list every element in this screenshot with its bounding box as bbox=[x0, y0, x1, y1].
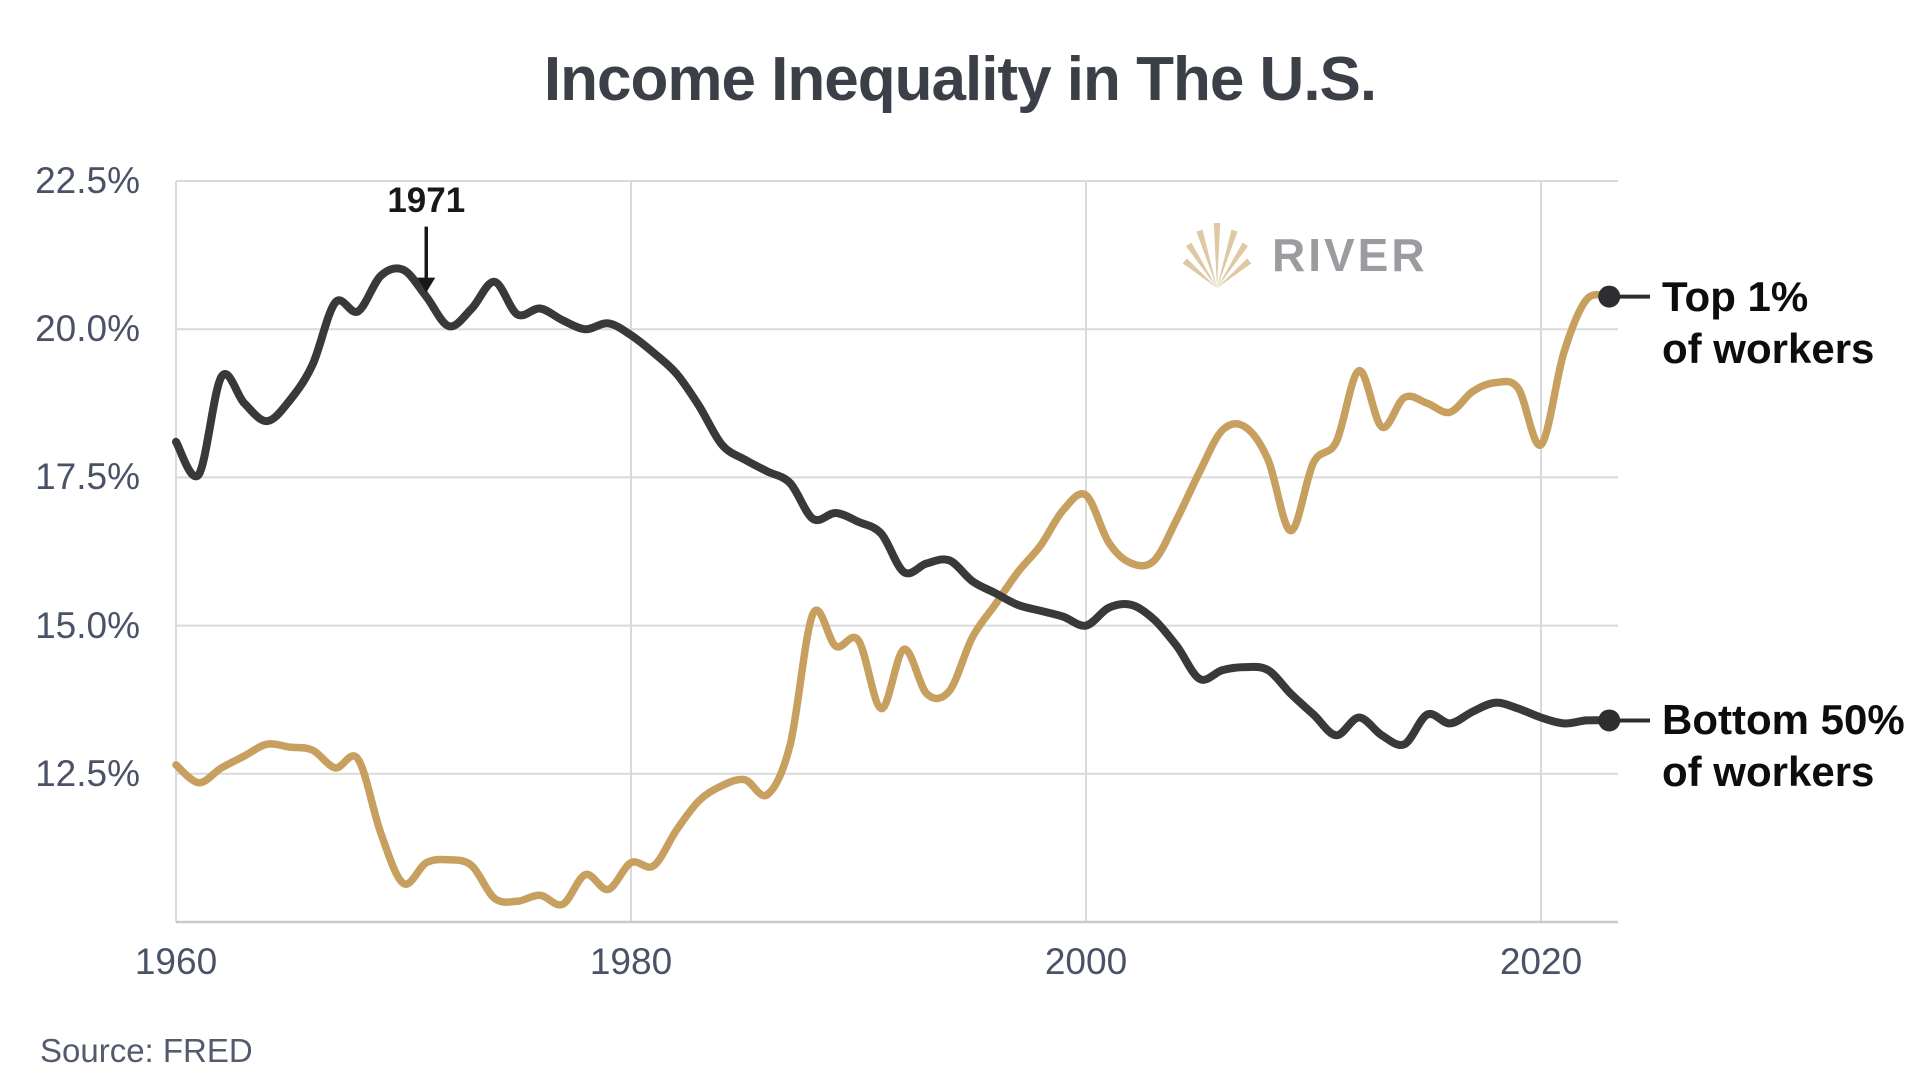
data-series-lines bbox=[172, 264, 1614, 909]
annotation-1971-label: 1971 bbox=[387, 180, 466, 220]
source-note: Source: FRED bbox=[40, 1032, 253, 1069]
series-label-line: Bottom 50% bbox=[1662, 696, 1905, 744]
y-axis-tick-label: 12.5% bbox=[35, 752, 140, 794]
y-axis-tick-label: 17.5% bbox=[35, 456, 140, 498]
y-axis-tick-label: 15.0% bbox=[35, 604, 140, 646]
y-axis-tick-label: 22.5% bbox=[35, 160, 140, 201]
series-end-markers bbox=[1598, 285, 1650, 732]
series-label-line: of workers bbox=[1662, 324, 1875, 372]
series-label-bottom-50-percent: Bottom 50% of workers bbox=[1662, 694, 1918, 798]
annotation-arrow bbox=[417, 226, 436, 293]
series-label-line: of workers bbox=[1662, 748, 1875, 796]
x-axis-tick-label: 1980 bbox=[589, 941, 673, 982]
series-label-line: Top 1% bbox=[1662, 272, 1809, 320]
chart-title: Income Inequality in The U.S. bbox=[543, 45, 1377, 114]
x-axis-tick-label: 1960 bbox=[134, 941, 218, 982]
x-axis-tick-label: 2020 bbox=[1499, 941, 1583, 982]
x-axis-tick-label: 2000 bbox=[1044, 941, 1128, 982]
series-label-top-1-percent: Top 1% of workers bbox=[1662, 271, 1918, 375]
gridlines bbox=[175, 180, 1618, 924]
river-logo-text: RIVER bbox=[1272, 229, 1428, 281]
river-logo-icon bbox=[1182, 223, 1252, 288]
y-axis-tick-label: 20.0% bbox=[35, 308, 140, 350]
